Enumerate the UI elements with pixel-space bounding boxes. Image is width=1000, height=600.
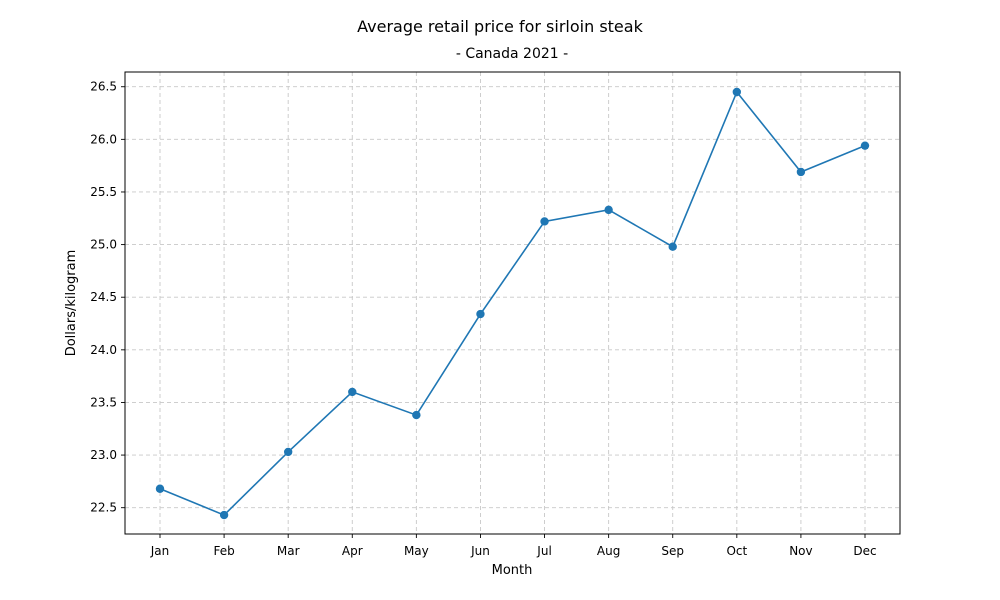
x-tick-label: Jun	[470, 544, 490, 558]
data-point	[732, 87, 742, 97]
chart-title: Average retail price for sirloin steak	[357, 17, 643, 36]
series-line	[159, 90, 866, 516]
data-point	[348, 387, 357, 397]
data-point	[476, 309, 485, 319]
y-tick-label: 22.5	[90, 501, 117, 515]
chart-subtitle: - Canada 2021 -	[456, 46, 568, 62]
y-tick-label: 23.5	[90, 395, 117, 409]
data-point	[796, 167, 806, 177]
data-point	[412, 410, 421, 420]
x-tick-label: May	[404, 544, 429, 558]
x-tick-label: Dec	[853, 544, 876, 558]
x-tick-label: Jan	[150, 544, 170, 558]
data-point	[283, 447, 293, 457]
x-tick-label: Aug	[597, 544, 620, 558]
x-tick-label: Feb	[213, 544, 234, 558]
x-tick-label: Apr	[342, 544, 363, 558]
data-point	[540, 217, 549, 226]
x-tick-label: Jul	[536, 544, 551, 558]
y-tick-label: 25.0	[90, 238, 117, 252]
data-point	[604, 205, 613, 215]
y-axis-ticks: 22.5 23.0 23.5 24.0 24.5 25.0 25.5 26.0 26.5	[90, 80, 125, 515]
data-point	[860, 141, 870, 150]
x-axis-ticks: Jan Feb Mar Apr May Jun Jul Aug Sep Oct Nov Dec	[150, 534, 877, 558]
y-tick-label: 23.0	[90, 448, 117, 462]
data-point	[219, 510, 229, 520]
grid	[125, 72, 900, 534]
y-tick-label: 24.0	[90, 343, 117, 357]
data-point	[155, 484, 165, 493]
y-tick-label: 26.5	[90, 80, 117, 94]
x-axis-label: Month	[492, 563, 533, 578]
plot-area-frame	[124, 71, 901, 535]
x-tick-label: Mar	[277, 544, 300, 558]
y-tick-label: 26.0	[90, 132, 117, 146]
x-tick-label: Oct	[726, 544, 747, 558]
y-tick-label: 25.5	[90, 185, 117, 199]
data-point	[668, 242, 677, 251]
x-tick-label: Nov	[789, 544, 812, 558]
y-axis-label: Dollars/kilogram	[64, 250, 79, 357]
series	[155, 87, 870, 520]
x-tick-label: Sep	[661, 544, 684, 558]
y-tick-label: 24.5	[90, 290, 117, 304]
